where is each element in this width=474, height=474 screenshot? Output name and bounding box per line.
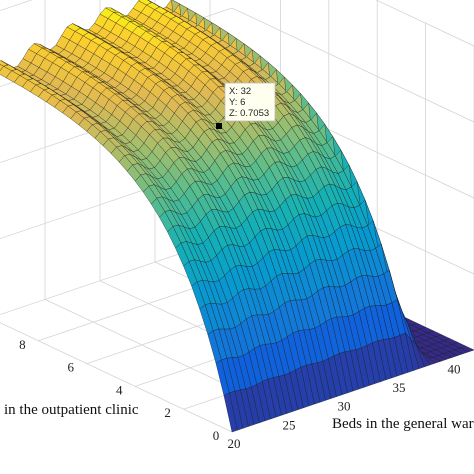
x-tick-label: 30 — [338, 399, 351, 414]
x-tick-label: 25 — [283, 417, 296, 432]
y-tick-label: 4 — [116, 382, 123, 397]
datatip-z: Z: 0.7053 — [229, 108, 269, 119]
axes: in the outpatient clinic Beds in the gen… — [4, 337, 474, 451]
x-tick-label: 35 — [393, 380, 406, 395]
datatip[interactable]: X: 32 Y: 6 Z: 0.7053 — [216, 82, 276, 129]
grid-line — [0, 0, 33, 12]
x-tick-label: 20 — [228, 436, 241, 451]
y-axis-label: in the outpatient clinic — [4, 402, 139, 418]
grid-line — [231, 7, 474, 123]
datatip-marker — [216, 123, 222, 129]
datatip-y: Y: 6 — [229, 97, 245, 108]
datatip-x: X: 32 — [229, 86, 251, 97]
y-tick-label: 2 — [164, 405, 171, 420]
y-tick-label: 0 — [213, 428, 220, 443]
x-axis-label: Beds in the general war — [332, 416, 474, 432]
datatip-box — [224, 82, 276, 122]
surface-patch — [459, 346, 474, 353]
y-tick-label: 8 — [19, 337, 26, 352]
grid-line — [0, 322, 233, 433]
x-tick-label: 40 — [448, 361, 461, 376]
y-tick-label: 6 — [68, 360, 75, 375]
grid-line — [375, 0, 474, 47]
